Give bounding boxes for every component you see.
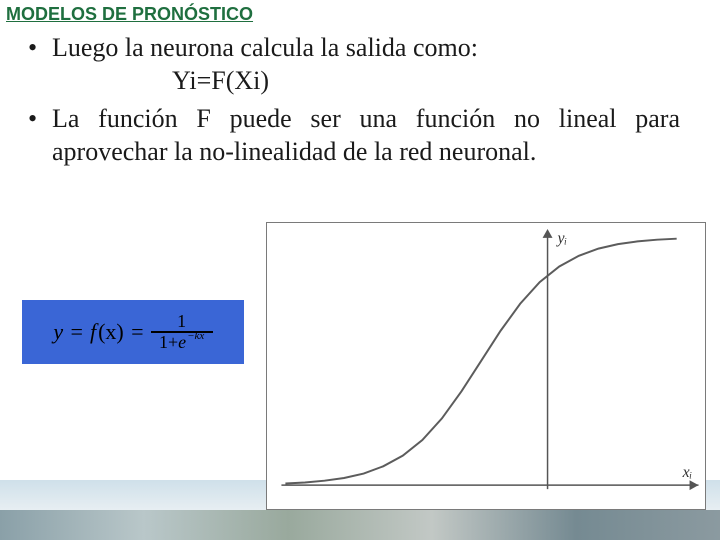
svg-text:xᵢ: xᵢ — [682, 464, 693, 481]
bullet-text-1: Luego la neurona calcula la salida como: — [52, 33, 478, 62]
eq-eq2: = — [130, 319, 145, 345]
eq-numerator: 1 — [177, 312, 186, 331]
eq-f: f — [90, 319, 96, 345]
bullet-item-1: Luego la neurona calcula la salida como:… — [52, 31, 680, 98]
eq-den-base: e — [178, 333, 186, 352]
page-title: MODELOS DE PRONÓSTICO — [0, 0, 720, 27]
eq-fraction: 1 1+ e −kx — [151, 312, 213, 351]
bullet-item-2: La función F puede ser una función no li… — [52, 102, 680, 169]
eq-y: y — [53, 319, 63, 345]
bullet-list: Luego la neurona calcula la salida como:… — [0, 27, 720, 168]
equation: y = f (x) = 1 1+ e −kx — [53, 312, 212, 351]
inline-formula: Yi=F(Xi) — [52, 64, 680, 97]
eq-parenx: (x) — [98, 319, 124, 345]
sigmoid-svg: yᵢ xᵢ — [267, 223, 705, 509]
eq-den-exp: −kx — [187, 331, 204, 343]
footer-ground — [0, 510, 720, 540]
eq-eq1: = — [69, 319, 84, 345]
sigmoid-chart: yᵢ xᵢ — [266, 222, 706, 510]
eq-denominator: 1+ e −kx — [159, 333, 204, 352]
equation-box: y = f (x) = 1 1+ e −kx — [22, 300, 244, 364]
eq-den-prefix: 1+ — [159, 333, 178, 352]
svg-text:yᵢ: yᵢ — [555, 230, 567, 247]
